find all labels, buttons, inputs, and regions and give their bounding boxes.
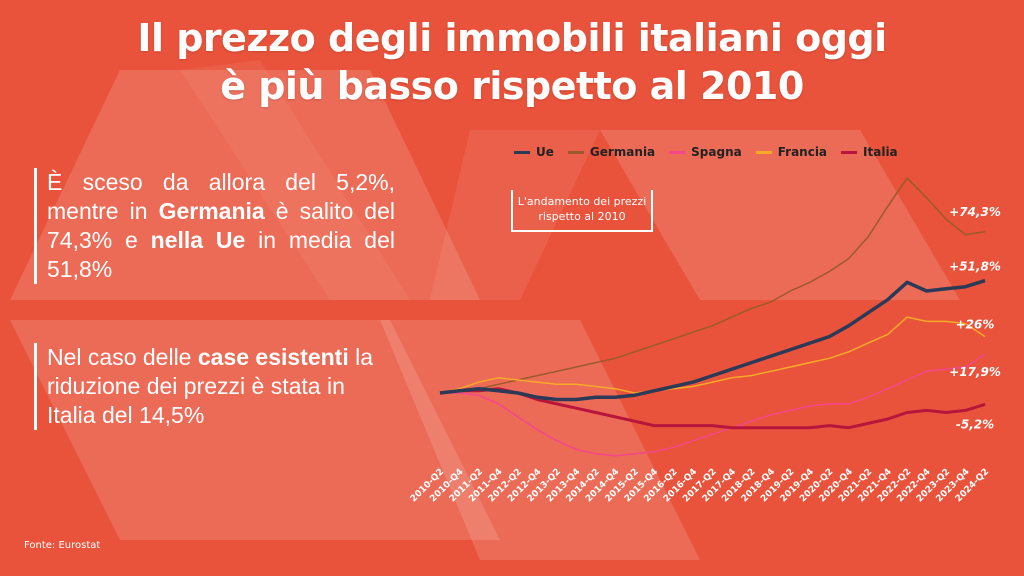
bold-text: case esistenti [197, 344, 349, 370]
title-line-1: Il prezzo degli immobili italiani oggi [137, 16, 887, 60]
text: la riduzione dei prezzi è stata in Itali… [47, 344, 374, 428]
legend-label: Spagna [691, 145, 742, 159]
legend-swatch [755, 150, 772, 154]
end-label-ue: +51,8% [949, 260, 1001, 274]
end-label-spagna: +17,9% [949, 365, 1001, 379]
legend-item-germania: Germania [567, 145, 656, 159]
series-line-ue [439, 278, 986, 402]
source-note: Fonte: Eurostat [24, 540, 101, 551]
title-line-2: è più basso rispetto al 2010 [220, 64, 804, 108]
text: Nel caso delle [47, 344, 198, 370]
legend-item-spagna: Spagna [669, 145, 742, 159]
end-label-francia: +26% [956, 318, 995, 332]
legend-swatch [567, 150, 584, 154]
bold-text: nella Ue [150, 227, 246, 253]
legend-item-francia: Francia [755, 145, 828, 159]
paragraph-existing-homes: Nel caso delle case esistenti la riduzio… [34, 343, 395, 430]
legend-item-ue: Ue [514, 145, 554, 159]
chart-title-box: L'andamento dei prezzi rispetto al 2010 [511, 190, 653, 232]
legend-swatch [669, 150, 686, 154]
text: in media del 51,8% [47, 227, 395, 282]
paragraph-germany-eu: È sceso da allora del 5,2%, mentre in Ge… [34, 168, 395, 284]
text: è salito del 74,3% e [47, 198, 395, 253]
series-line-spagna [440, 353, 986, 457]
legend-swatch [841, 150, 858, 154]
end-label-italia: -5,2% [956, 417, 994, 431]
legend-swatch [514, 150, 530, 154]
series-line-francia [439, 316, 986, 394]
bold-text: Germania [158, 198, 265, 224]
legend-label: Francia [777, 145, 828, 159]
legend-label: Ue [536, 145, 554, 159]
legend-item-italia: Italia [841, 145, 898, 159]
series-line-germania [439, 177, 986, 394]
page-title: Il prezzo degli immobili italiani oggi è… [0, 14, 1024, 110]
end-label-germania: +74,3% [949, 205, 1001, 219]
text: È sceso da allora del 5,2%, mentre in [47, 169, 395, 224]
legend-label: Germania [589, 145, 656, 159]
chart-legend: Ue Germania Spagna Francia Italia [514, 145, 898, 159]
legend-label: Italia [863, 145, 898, 159]
